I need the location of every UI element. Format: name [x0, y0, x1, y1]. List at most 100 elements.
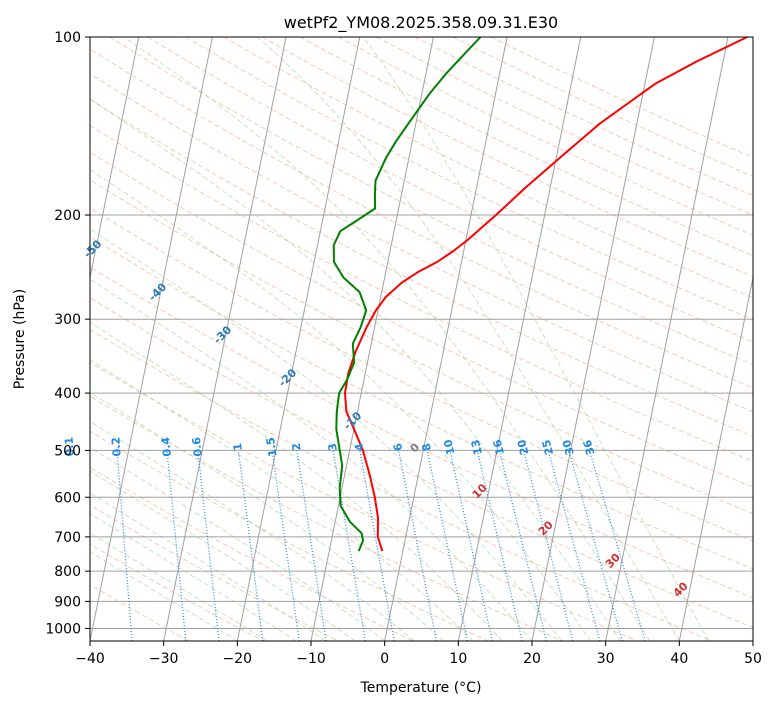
mixing-ratio-label: 1	[231, 442, 245, 451]
mixing-ratio-label: 0.6	[190, 436, 205, 457]
dry-adiabat-line	[90, 361, 638, 641]
x-tick-label: 0	[380, 651, 389, 667]
moist-adiabat-line	[90, 420, 415, 641]
y-tick-label: 1000	[45, 621, 81, 637]
mixing-ratio-line	[237, 450, 264, 641]
mixing-ratio-label: 0.1	[63, 436, 77, 456]
isotherm-line	[163, 37, 287, 641]
y-tick-label: 600	[54, 490, 81, 506]
x-axis: −40 −30 −20 −10 0 10 20 30 40 50	[75, 641, 762, 667]
mixing-ratio-line	[359, 450, 395, 641]
isotherm-line	[310, 37, 434, 641]
moist-adiabat-line	[90, 98, 621, 641]
moist-adiabat-line	[90, 470, 356, 641]
mixing-ratio-label: 30	[560, 438, 577, 457]
y-tick-label: 300	[54, 312, 81, 328]
isotherm-line	[457, 37, 582, 641]
mixing-ratio-label: 13	[469, 438, 485, 456]
dry-adiabat-line	[90, 297, 753, 628]
dry-adiabat-line	[109, 37, 753, 366]
dry-adiabat-line	[90, 584, 190, 641]
isotherm-line	[678, 274, 753, 641]
moist-adiabat-line	[257, 37, 680, 641]
mixing-ratio-line	[166, 450, 187, 641]
mixing-ratio-line	[426, 450, 469, 641]
mixing-ratio-line	[296, 450, 327, 641]
mixing-ratio-line	[332, 450, 366, 641]
y-tick-label: 200	[54, 208, 81, 224]
mixing-ratio-label: 16	[491, 438, 507, 456]
x-tick-label: −20	[223, 651, 253, 667]
x-tick-label: 30	[597, 651, 615, 667]
dry-adiabat-line	[90, 430, 488, 641]
dry-adiabat-line	[90, 266, 753, 599]
y-tick-label: 500	[54, 443, 81, 459]
x-tick-label: −10	[296, 651, 326, 667]
isotherm-line	[384, 37, 508, 641]
mixing-ratio-line	[116, 450, 133, 641]
mixing-ratio-label: 36	[581, 438, 598, 457]
mixing-ratio-line	[588, 450, 646, 641]
mixing-ratio-line	[271, 450, 300, 641]
chart-title: wetPf2_YM08.2025.358.09.31.E30	[284, 13, 558, 33]
dry-adiabat-line	[90, 124, 753, 463]
moist-adiabat-line	[90, 532, 268, 641]
x-tick-label: 40	[670, 651, 688, 667]
y-axis: 100 200 300 400 500 600 700 800 900 1000	[45, 30, 90, 637]
y-axis-title: Pressure (hPa)	[12, 289, 28, 389]
dry-adiabat-line	[90, 207, 753, 542]
dry-adiabat-line	[90, 48, 753, 389]
y-tick-label: 800	[54, 564, 81, 580]
temperature-profile	[344, 37, 748, 552]
dry-adiabat-line	[90, 395, 563, 641]
x-axis-title: Temperature (°C)	[360, 680, 482, 696]
moist-adiabat-line	[90, 228, 562, 641]
reference-lines	[90, 37, 753, 641]
mixing-ratio-label: 0.4	[159, 436, 174, 457]
moist-adiabat-line	[362, 37, 710, 641]
isotherm-line	[90, 37, 140, 280]
dry-adiabat-line	[90, 98, 753, 437]
mixing-ratio-label: 6	[391, 442, 405, 452]
isotherm-line	[531, 37, 655, 641]
mixing-ratio-label: 3	[326, 442, 340, 452]
dry-adiabat-line	[90, 151, 753, 488]
x-tick-label: 10	[449, 651, 467, 667]
mixing-ratio-label: 4	[352, 442, 366, 452]
dry-adiabat-line	[90, 543, 264, 641]
dry-adiabat-line	[185, 37, 753, 321]
dewpoint-profile	[332, 37, 482, 552]
y-tick-label: 400	[54, 386, 81, 402]
dry-adiabat-line	[223, 37, 753, 299]
mixing-ratio-label: 1.5	[264, 436, 280, 457]
moist-adiabat-line	[90, 492, 326, 641]
x-tick-label: 50	[744, 651, 762, 667]
mixing-ratio-label: 8	[420, 442, 434, 452]
mixing-ratio-label: 10	[441, 438, 457, 456]
isotherm-line	[90, 37, 213, 641]
y-tick-label: 700	[54, 530, 81, 546]
mixing-ratio-label: 20	[515, 438, 532, 456]
mixing-ratio-label: 0.2	[109, 436, 123, 456]
mixing-ratio-label: 25	[540, 438, 557, 456]
y-tick-label: 900	[54, 594, 81, 610]
isotherm-line	[605, 37, 729, 641]
mixing-ratio-line	[449, 450, 493, 641]
mixing-ratio-line	[197, 450, 220, 641]
moist-adiabat-line	[90, 278, 533, 641]
moist-adiabat-line	[90, 551, 238, 641]
moist-adiabat-line	[90, 391, 444, 641]
moist-adiabat-line	[90, 321, 503, 641]
isotherm-line	[236, 37, 361, 641]
plot-frame	[89, 36, 754, 642]
moist-adiabat-line	[90, 169, 592, 641]
mixing-ratio-label: 2	[290, 442, 304, 452]
x-tick-label: −40	[75, 651, 105, 667]
moist-adiabat-line	[90, 359, 474, 641]
y-tick-label: 100	[54, 30, 81, 46]
x-tick-label: −30	[149, 651, 179, 667]
x-tick-label: 20	[523, 651, 541, 667]
profile-lines	[332, 37, 748, 552]
